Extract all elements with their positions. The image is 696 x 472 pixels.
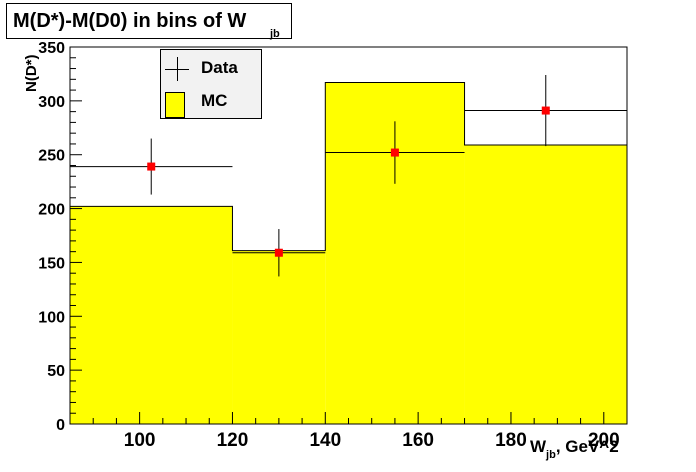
legend-label-mc: MC (201, 91, 228, 110)
legend-item-data: Data (161, 52, 261, 82)
legend-mc-swatch (165, 92, 185, 118)
legend-item-mc: MC (161, 86, 261, 118)
y-tick-label: 300 (38, 94, 65, 111)
y-tick-label: 0 (56, 417, 65, 434)
y-tick-label: 150 (38, 255, 65, 272)
data-point-1 (274, 248, 283, 257)
data-point-2 (390, 148, 399, 157)
chart-title-subscript: jb (270, 28, 280, 40)
y-tick-label: 100 (38, 309, 65, 326)
x-tick-label: 100 (124, 430, 156, 451)
legend-label-data: Data (201, 58, 238, 77)
x-tick-label: 120 (217, 430, 249, 451)
legend-data-errorbar (177, 57, 178, 81)
x-tick-label: 160 (402, 430, 434, 451)
chart-title-box: M(D*)-M(D0) in bins of W jb (6, 3, 292, 40)
x-tick-label: 200 (588, 430, 620, 451)
y-axis-label: N(D*) (23, 55, 40, 93)
y-tick-label: 50 (47, 363, 65, 380)
y-tick-label: 350 (38, 40, 65, 57)
data-point-3 (541, 106, 550, 115)
chart-title: M(D*)-M(D0) in bins of W (13, 10, 247, 32)
data-point-0 (147, 162, 156, 171)
mc-bin-3 (464, 145, 627, 424)
mc-bin-1 (232, 250, 326, 424)
legend: Data MC (160, 49, 262, 119)
mc-bin-0 (70, 206, 233, 424)
y-tick-label: 200 (38, 202, 65, 219)
x-tick-label: 140 (309, 430, 341, 451)
y-tick-label: 250 (38, 148, 65, 165)
mc-outline (70, 82, 627, 252)
x-axis-label: Wjb, GeV^2 (530, 437, 619, 461)
x-tick-label: 180 (495, 430, 527, 451)
